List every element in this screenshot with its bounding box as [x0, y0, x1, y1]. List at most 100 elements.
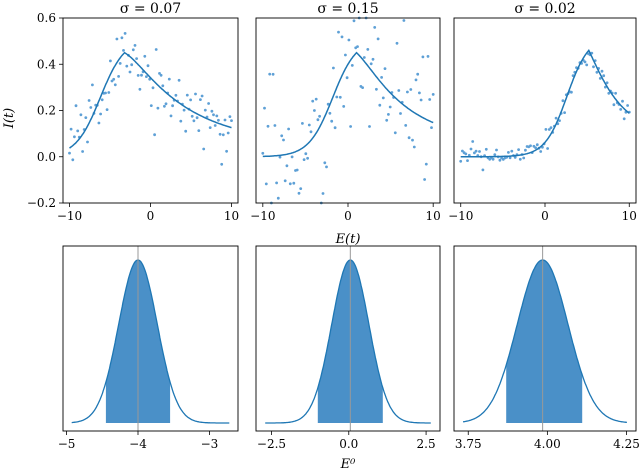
data-point	[264, 182, 268, 186]
data-point	[563, 111, 566, 114]
x-tick-label: 0	[344, 209, 352, 223]
data-point	[493, 153, 497, 157]
data-point	[99, 112, 102, 116]
data-point	[177, 78, 181, 82]
x-tick-label: −4	[129, 437, 147, 451]
data-point	[585, 63, 589, 67]
data-point	[68, 151, 71, 155]
data-point	[171, 104, 175, 108]
data-point	[424, 162, 428, 166]
panel-2: σ = 0.15 −10 0 10	[250, 1, 441, 223]
data-point	[513, 156, 517, 159]
bottom-x-axis-label: E⁰	[340, 457, 356, 472]
data-point	[230, 119, 233, 122]
x-tick-label: 10	[224, 209, 239, 223]
data-point	[414, 78, 418, 82]
data-point	[612, 103, 616, 107]
data-point	[378, 103, 382, 107]
data-point	[554, 116, 558, 120]
data-point	[220, 162, 224, 166]
data-point	[544, 127, 548, 131]
data-point	[524, 148, 527, 152]
data-point	[138, 87, 142, 91]
data-point	[388, 105, 392, 109]
data-point	[304, 152, 308, 156]
data-point	[459, 159, 463, 163]
data-point	[194, 92, 197, 96]
data-point	[471, 140, 475, 143]
data-point	[140, 73, 143, 77]
data-point	[313, 109, 316, 112]
data-point	[164, 102, 168, 106]
data-point	[373, 26, 377, 29]
data-point	[484, 147, 488, 151]
data-point	[104, 91, 107, 95]
data-point	[366, 48, 370, 51]
data-point	[473, 151, 476, 155]
x-tick-label: 0.0	[339, 437, 358, 451]
data-point	[207, 102, 211, 105]
data-point	[333, 126, 337, 130]
data-point	[356, 45, 359, 48]
data-point	[419, 98, 423, 102]
axes-frame	[453, 245, 637, 432]
x-tick-label: −10	[448, 209, 473, 223]
data-point	[430, 126, 433, 129]
x-tick-label: −2.5	[257, 437, 286, 451]
data-point	[522, 156, 526, 160]
data-point	[600, 69, 604, 73]
x-tick-label: 0	[147, 209, 155, 223]
data-point	[91, 83, 94, 87]
data-point	[318, 114, 321, 118]
data-point	[491, 157, 495, 161]
data-point	[349, 125, 352, 128]
data-point	[86, 140, 89, 144]
data-point	[228, 115, 232, 118]
data-point	[474, 149, 478, 153]
x-tick-label: −5	[58, 437, 76, 451]
data-point	[534, 146, 537, 150]
data-point	[182, 108, 186, 112]
data-point	[362, 56, 366, 59]
data-point	[481, 168, 485, 172]
data-point	[583, 60, 587, 64]
data-point	[276, 196, 280, 200]
y-tick-label: 0.6	[37, 11, 56, 25]
y-tick-label: 0.4	[37, 57, 56, 71]
y-tick-label: 0.2	[37, 104, 56, 118]
data-point	[283, 179, 287, 183]
data-point	[352, 19, 356, 23]
data-point	[73, 135, 76, 139]
data-point	[153, 133, 157, 137]
data-point	[295, 168, 299, 172]
data-point	[380, 76, 383, 79]
data-point	[218, 132, 222, 136]
data-point	[136, 74, 140, 77]
data-point	[280, 134, 284, 138]
data-point	[282, 138, 285, 142]
data-point	[418, 91, 421, 95]
data-point	[202, 147, 206, 151]
data-point	[431, 93, 435, 96]
data-point	[290, 155, 294, 159]
x-tick-label: 3.75	[455, 437, 482, 451]
fit-curve	[262, 51, 434, 158]
data-point	[156, 106, 160, 110]
data-point	[84, 116, 88, 119]
data-point	[306, 156, 309, 160]
data-point	[87, 99, 91, 102]
data-point	[161, 84, 165, 88]
data-point	[328, 111, 332, 115]
x-tick-label: 4.25	[613, 437, 640, 451]
data-point	[189, 98, 193, 102]
data-point	[323, 161, 327, 165]
panel-4: −5 −4 −3	[58, 245, 239, 451]
data-point	[167, 77, 171, 81]
data-point	[307, 123, 311, 127]
data-point	[215, 114, 219, 118]
data-point	[383, 67, 387, 70]
data-point	[212, 113, 215, 117]
data-point	[266, 124, 270, 128]
top-y-axis-label: I(t)	[2, 108, 17, 130]
axes-frame	[453, 17, 637, 204]
